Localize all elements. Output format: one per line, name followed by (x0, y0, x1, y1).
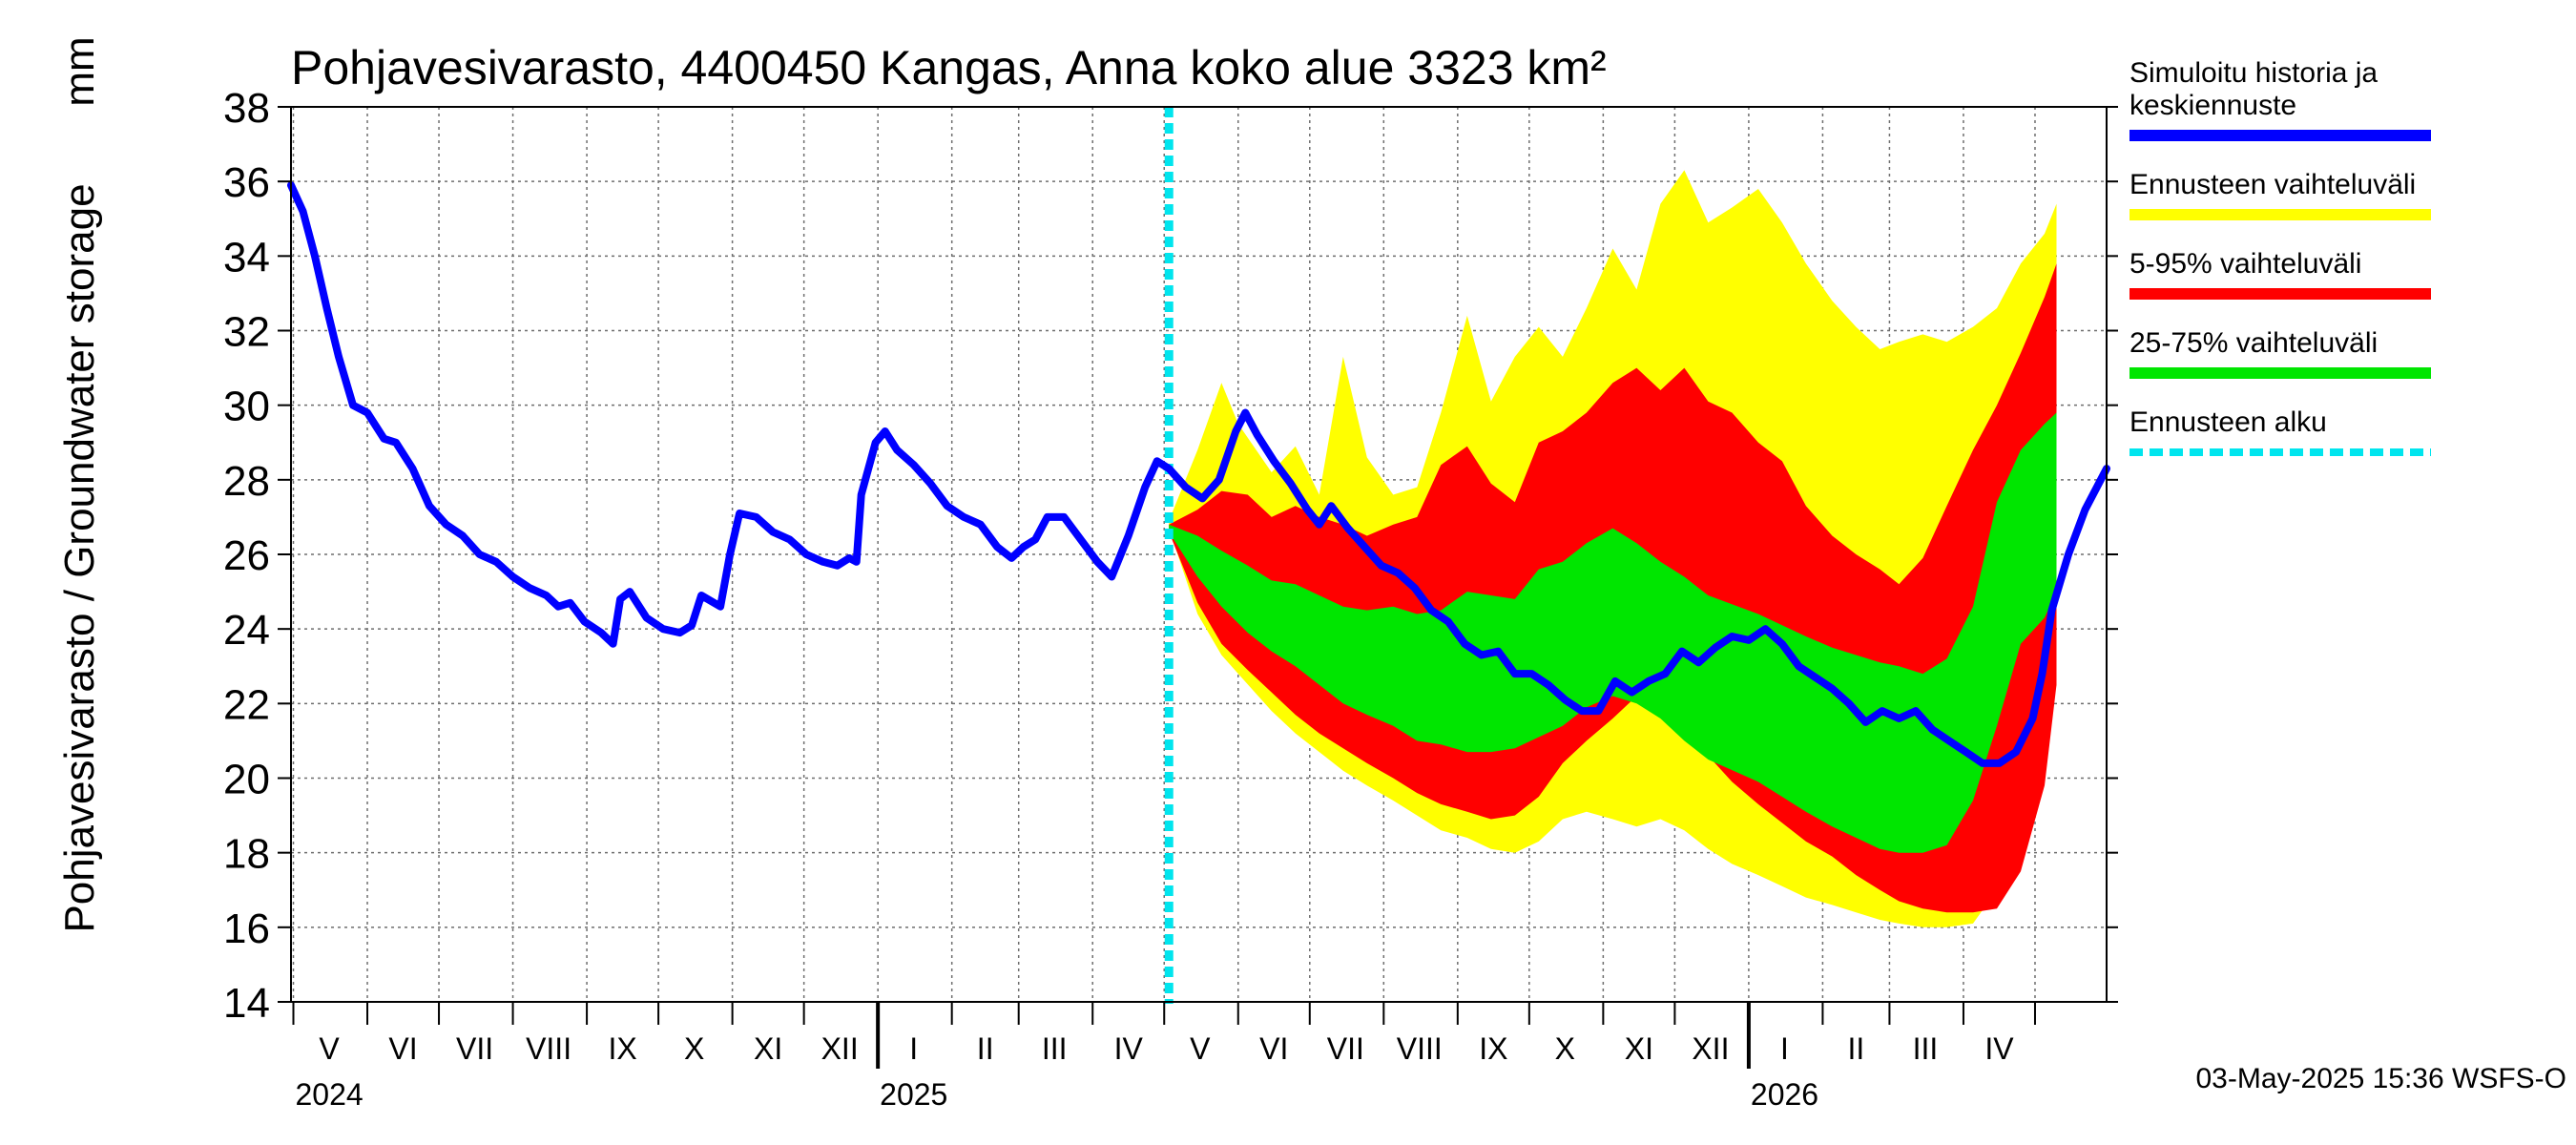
y-tick-label: 24 (223, 607, 270, 654)
x-month-label: VII (456, 1031, 493, 1066)
x-month-label: X (1555, 1031, 1575, 1066)
legend-label: keskiennuste (2129, 90, 2296, 121)
x-month-label: VIII (1397, 1031, 1443, 1066)
legend-label: Simuloitu historia ja (2129, 57, 2378, 89)
y-tick-label: 20 (223, 757, 270, 803)
y-tick-label: 38 (223, 85, 270, 132)
x-year-label: 2025 (880, 1077, 947, 1112)
y-tick-label: 26 (223, 532, 270, 579)
plot-frame (290, 106, 2108, 1003)
x-month-label: VI (388, 1031, 417, 1066)
x-month-label: IX (1479, 1031, 1507, 1066)
y-tick-label: 22 (223, 681, 270, 728)
x-month-label: VII (1327, 1031, 1364, 1066)
x-month-label: II (977, 1031, 994, 1066)
y-tick-label: 18 (223, 831, 270, 878)
legend-label: 25-75% vaihteluväli (2129, 327, 2378, 359)
y-tick-label: 16 (223, 906, 270, 952)
chart-title: Pohjavesivarasto, 4400450 Kangas, Anna k… (291, 41, 1607, 94)
band-00e600 (1169, 412, 2057, 853)
x-month-label: V (1190, 1031, 1211, 1066)
legend-label: Ennusteen alku (2129, 406, 2327, 438)
x-month-label: V (319, 1031, 340, 1066)
x-year-label: 2026 (1751, 1077, 1818, 1112)
y-axis-unit: mm (56, 36, 103, 106)
forecast-bands (1169, 170, 2057, 927)
x-month-label: VI (1259, 1031, 1288, 1066)
y-tick-label: 34 (223, 234, 270, 281)
x-month-label: X (684, 1031, 704, 1066)
x-month-label: III (1042, 1031, 1068, 1066)
series-lines (287, 181, 2110, 767)
y-tick-label: 32 (223, 309, 270, 356)
x-year-label: 2024 (296, 1077, 364, 1112)
x-month-label: III (1913, 1031, 1939, 1066)
x-month-label: XII (1692, 1031, 1729, 1066)
x-month-label: I (909, 1031, 918, 1066)
x-month-label: XI (1625, 1031, 1653, 1066)
y-tick-label: 30 (223, 384, 270, 430)
legend-label: 5-95% vaihteluväli (2129, 248, 2361, 280)
x-month-label: XII (821, 1031, 859, 1066)
legend-label: Ennusteen vaihteluväli (2129, 169, 2416, 200)
x-month-label: IV (1114, 1031, 1144, 1066)
y-axis-label: Pohjavesivarasto / Groundwater storage (56, 183, 103, 932)
x-month-label: II (1848, 1031, 1865, 1066)
x-month-label: XI (754, 1031, 782, 1066)
x-month-label: IX (608, 1031, 636, 1066)
x-month-label: I (1780, 1031, 1789, 1066)
timestamp-footer: 03-May-2025 15:36 WSFS-O (2196, 1063, 2567, 1094)
x-month-label: IV (1984, 1031, 2014, 1066)
y-tick-label: 36 (223, 159, 270, 206)
mean-forecast-line (287, 181, 2110, 767)
y-tick-label: 28 (223, 458, 270, 505)
y-tick-label: 14 (223, 980, 270, 1027)
x-month-label: VIII (526, 1031, 571, 1066)
